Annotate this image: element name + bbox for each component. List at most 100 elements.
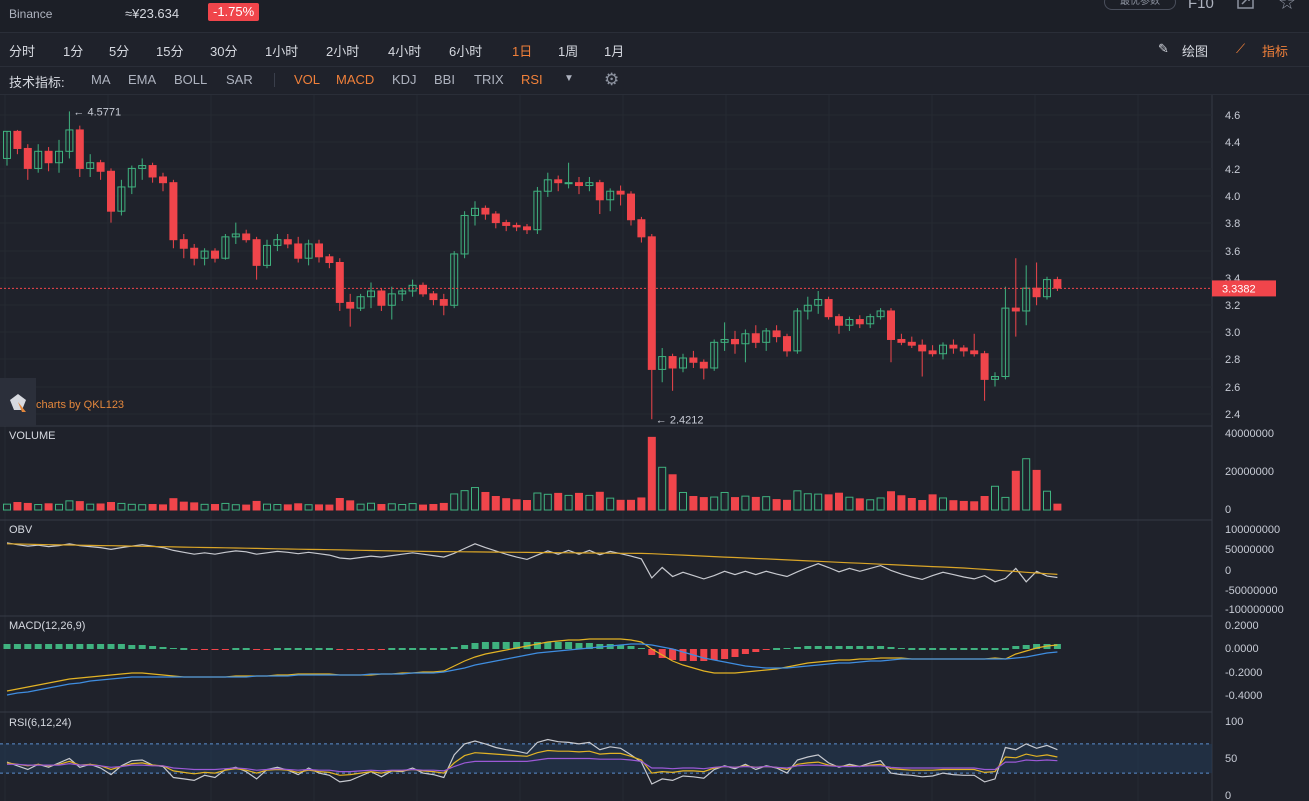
period-tab-3[interactable]: 15分: [156, 44, 184, 59]
obv-line: [6, 542, 1058, 583]
rsi6-line: [6, 738, 1058, 785]
volume-bar: [959, 500, 968, 511]
period-tab-9[interactable]: 1日: [512, 44, 533, 59]
macd-hist-bar: [1053, 644, 1061, 649]
macd-hist-bar: [263, 649, 271, 650]
exchange-name: Binance: [9, 7, 53, 21]
candle-body: [783, 336, 791, 352]
period-tab-8[interactable]: 6小时: [449, 44, 483, 59]
macd-hist-bar: [721, 649, 729, 659]
volume-bar: [325, 504, 334, 511]
indicator-divider: [274, 73, 275, 87]
volume-bar: [876, 497, 885, 511]
macd-hist-bar: [128, 645, 136, 649]
volume-bar: [627, 499, 635, 511]
y-tick-label: 3.6: [1225, 246, 1240, 258]
macd-hist-bar: [367, 649, 375, 650]
draw-button[interactable]: 绘图: [1182, 44, 1209, 59]
y-tick-label: 0: [1225, 504, 1231, 516]
volume-bar: [304, 504, 313, 511]
macd-hist-bar: [336, 649, 344, 650]
candle-body: [949, 344, 958, 349]
volume-bar: [554, 492, 563, 511]
macd-hist-bar: [513, 642, 521, 649]
indicator-sar[interactable]: SAR: [226, 72, 253, 87]
macd-hist-bar: [3, 644, 11, 649]
period-tab-1[interactable]: 1分: [63, 44, 84, 59]
candle-body: [959, 347, 968, 352]
y-tick-label: 3.0: [1225, 327, 1240, 339]
star-icon[interactable]: ☆: [1278, 0, 1296, 14]
macd-hist-bar: [939, 648, 947, 650]
volume-bar: [200, 503, 209, 511]
volume-bar: [96, 503, 105, 511]
candle-body: [876, 310, 885, 318]
period-tab-10[interactable]: 1周: [558, 44, 579, 59]
indicator-trix[interactable]: TRIX: [474, 72, 504, 87]
candle-body: [346, 301, 355, 309]
indicator-vol[interactable]: VOL: [294, 72, 321, 87]
volume-bar: [668, 474, 677, 511]
macd-hist-bar: [138, 645, 146, 649]
macd-hist-bar: [575, 643, 583, 649]
candle-body: [1001, 307, 1010, 378]
optimal-params-button[interactable]: 最优参数: [1104, 0, 1176, 10]
volume-bar: [169, 498, 178, 511]
volume-bar: [824, 494, 833, 511]
y-tick-label: 100000000: [1225, 524, 1280, 536]
y-tick-label: 0.2000: [1225, 620, 1259, 632]
indicator-macd[interactable]: MACD: [336, 72, 375, 87]
volume-bar: [980, 495, 989, 511]
period-tab-5[interactable]: 1小时: [265, 44, 299, 59]
volume-bar: [419, 504, 427, 511]
candle-body: [762, 330, 771, 343]
candle-body: [263, 244, 271, 266]
candle-body: [387, 293, 396, 306]
indicator-boll[interactable]: BOLL: [174, 72, 208, 87]
period-tab-4[interactable]: 30分: [210, 44, 238, 59]
candle-body: [928, 350, 937, 355]
indicator-kdj[interactable]: KDJ: [392, 72, 417, 87]
draw-icon[interactable]: ✎: [1158, 41, 1169, 56]
volume-bar: [658, 466, 667, 511]
candle-body: [138, 165, 147, 169]
macd-hist-bar: [897, 648, 905, 649]
period-tab-6[interactable]: 2小时: [326, 44, 360, 59]
candle-body: [55, 150, 63, 164]
f10-button[interactable]: F10: [1188, 0, 1214, 12]
gear-icon[interactable]: ⚙: [604, 70, 620, 89]
macd-hist-bar: [159, 647, 167, 649]
period-tab-11[interactable]: 1月: [604, 44, 625, 59]
indicator-ema[interactable]: EMA: [128, 72, 157, 87]
volume-bar: [918, 500, 927, 511]
change-badge: -1.75%: [208, 3, 260, 21]
share-icon[interactable]: [1236, 0, 1256, 10]
period-tab-0[interactable]: 分时: [9, 44, 36, 59]
pane-title: RSI(6,12,24): [9, 717, 71, 729]
macd-hist-bar: [180, 648, 188, 650]
period-tab-7[interactable]: 4小时: [388, 44, 422, 59]
candle-body: [439, 299, 448, 306]
candle-body: [325, 256, 334, 264]
indicator-button[interactable]: 指标: [1262, 44, 1289, 59]
candle-body: [429, 293, 438, 301]
macd-hist-bar: [1001, 648, 1009, 650]
macd-hist-bar: [461, 645, 469, 649]
indicator-rsi[interactable]: RSI: [521, 72, 543, 87]
candle-body: [13, 130, 22, 149]
rsi24-line: [7, 757, 1058, 773]
macd-hist-bar: [814, 646, 822, 649]
chart-area[interactable]: 4.64.44.24.03.83.63.43.23.02.82.62.44000…: [0, 95, 1309, 801]
candle-body: [907, 341, 916, 346]
more-indicators-icon[interactable]: ▼: [564, 73, 574, 84]
period-tab-2[interactable]: 5分: [109, 44, 130, 59]
indicator-icon[interactable]: ⟋: [1236, 41, 1246, 56]
candle-body: [855, 319, 864, 325]
macd-hist-bar: [960, 648, 968, 650]
macd-hist-bar: [169, 648, 177, 649]
volume-bar: [741, 495, 750, 511]
indicator-ma[interactable]: MA: [91, 72, 111, 87]
candle-body: [512, 224, 521, 228]
volume-bar: [845, 496, 854, 511]
indicator-bbi[interactable]: BBI: [434, 72, 455, 87]
